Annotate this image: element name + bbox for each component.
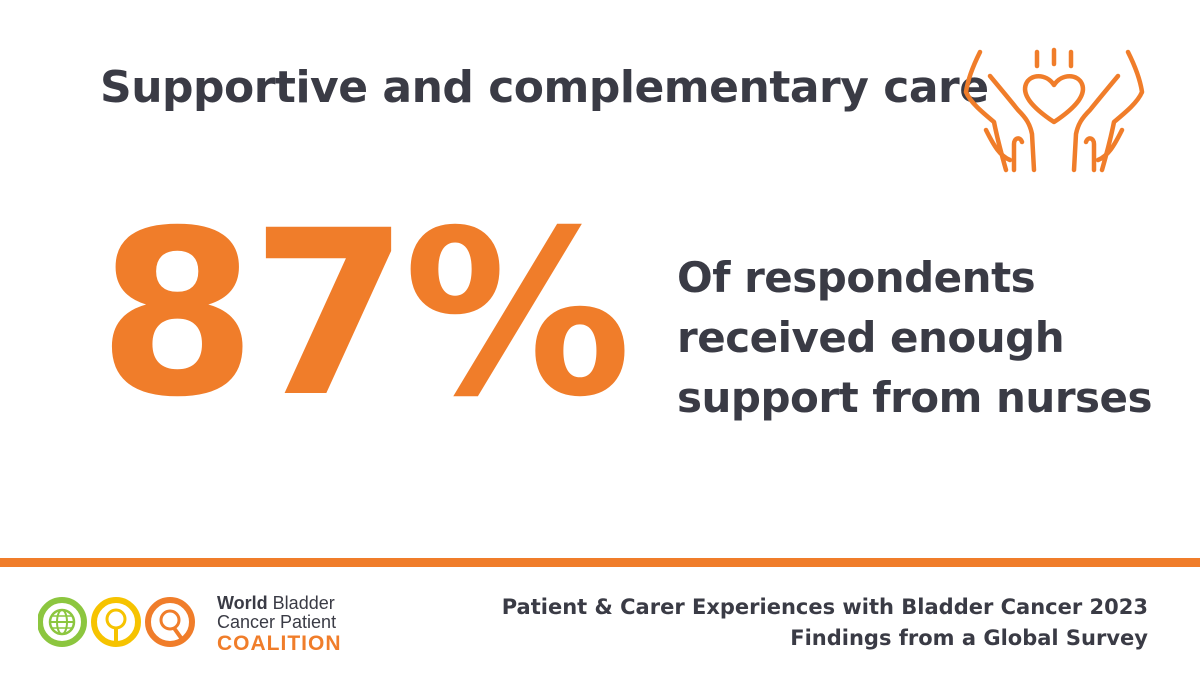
org-name-line2: Cancer Patient xyxy=(217,612,337,632)
page-title: Supportive and complementary care xyxy=(100,62,989,113)
report-title-line1: Patient & Carer Experiences with Bladder… xyxy=(501,595,1148,619)
org-name: World Bladder Cancer Patient COALITION xyxy=(217,594,342,656)
stat-description-line: Of respondents xyxy=(677,253,1036,302)
hands-holding-heart-icon xyxy=(963,47,1145,173)
report-title-line2: Findings from a Global Survey xyxy=(790,626,1148,650)
org-name-rest: Bladder xyxy=(267,593,335,613)
globe-and-bladder-circles-logo-icon xyxy=(38,597,195,647)
org-name-line3: COALITION xyxy=(217,632,342,655)
stat-description-line: support from nurses xyxy=(677,373,1153,422)
stat-description: Of respondents received enough support f… xyxy=(677,248,1153,428)
stat-description-line: received enough xyxy=(677,313,1065,362)
report-title: Patient & Carer Experiences with Bladder… xyxy=(502,592,1148,654)
org-name-bold: World xyxy=(217,593,268,613)
footer-divider xyxy=(0,558,1200,567)
stat-percentage: 87% xyxy=(98,181,632,447)
